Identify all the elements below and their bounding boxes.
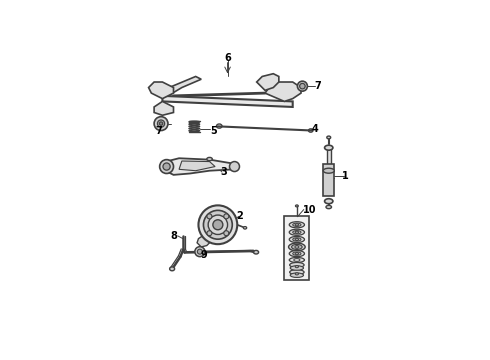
Polygon shape bbox=[179, 161, 215, 171]
Circle shape bbox=[297, 81, 307, 91]
Circle shape bbox=[203, 210, 232, 239]
Circle shape bbox=[157, 120, 165, 127]
Ellipse shape bbox=[289, 229, 304, 235]
Ellipse shape bbox=[289, 237, 304, 243]
Circle shape bbox=[198, 205, 237, 244]
Ellipse shape bbox=[293, 231, 301, 234]
Ellipse shape bbox=[327, 136, 331, 139]
Circle shape bbox=[195, 247, 205, 257]
Ellipse shape bbox=[295, 252, 298, 255]
Bar bbox=[284, 216, 309, 280]
Polygon shape bbox=[148, 82, 173, 99]
Text: 4: 4 bbox=[312, 124, 318, 134]
Ellipse shape bbox=[295, 205, 298, 207]
Text: 6: 6 bbox=[224, 53, 231, 63]
Circle shape bbox=[160, 159, 173, 174]
Polygon shape bbox=[162, 76, 201, 96]
Text: 7: 7 bbox=[314, 81, 321, 91]
Ellipse shape bbox=[290, 270, 304, 275]
Ellipse shape bbox=[290, 266, 303, 270]
Circle shape bbox=[229, 162, 240, 172]
Ellipse shape bbox=[323, 168, 334, 173]
Ellipse shape bbox=[295, 273, 298, 275]
Circle shape bbox=[224, 214, 229, 219]
Polygon shape bbox=[162, 96, 293, 107]
Text: 3: 3 bbox=[220, 167, 227, 177]
Ellipse shape bbox=[326, 205, 332, 209]
Ellipse shape bbox=[295, 266, 298, 268]
Ellipse shape bbox=[295, 231, 298, 233]
Ellipse shape bbox=[254, 251, 259, 254]
Ellipse shape bbox=[293, 252, 301, 255]
Ellipse shape bbox=[289, 257, 304, 262]
Ellipse shape bbox=[244, 226, 246, 229]
Polygon shape bbox=[265, 82, 301, 102]
Circle shape bbox=[224, 231, 229, 236]
Ellipse shape bbox=[295, 238, 298, 240]
Text: 9: 9 bbox=[200, 250, 207, 260]
Ellipse shape bbox=[295, 224, 298, 226]
Circle shape bbox=[207, 231, 212, 236]
Circle shape bbox=[154, 117, 168, 131]
Bar bbox=[323, 164, 334, 195]
Ellipse shape bbox=[295, 246, 299, 248]
Ellipse shape bbox=[170, 267, 174, 271]
Ellipse shape bbox=[289, 251, 304, 257]
Circle shape bbox=[208, 215, 227, 234]
Ellipse shape bbox=[292, 244, 302, 249]
Ellipse shape bbox=[289, 243, 305, 251]
Ellipse shape bbox=[324, 145, 333, 150]
Circle shape bbox=[159, 122, 163, 125]
Text: 10: 10 bbox=[303, 204, 316, 215]
Ellipse shape bbox=[289, 222, 304, 228]
Text: 1: 1 bbox=[342, 171, 349, 181]
Ellipse shape bbox=[293, 223, 301, 226]
Text: 5: 5 bbox=[210, 126, 217, 135]
Ellipse shape bbox=[207, 157, 212, 161]
Circle shape bbox=[300, 84, 305, 89]
Polygon shape bbox=[257, 74, 279, 90]
Circle shape bbox=[197, 249, 202, 254]
Polygon shape bbox=[154, 102, 173, 115]
Circle shape bbox=[163, 163, 170, 170]
Ellipse shape bbox=[290, 262, 304, 267]
Polygon shape bbox=[197, 236, 211, 247]
Ellipse shape bbox=[290, 273, 303, 278]
Text: 2: 2 bbox=[237, 211, 244, 221]
Circle shape bbox=[207, 214, 212, 219]
Ellipse shape bbox=[293, 238, 301, 241]
Polygon shape bbox=[162, 158, 235, 175]
Bar bbox=[326, 148, 331, 167]
Text: 7: 7 bbox=[155, 126, 162, 135]
Ellipse shape bbox=[324, 199, 333, 204]
Text: 8: 8 bbox=[170, 231, 177, 241]
Circle shape bbox=[213, 220, 223, 230]
